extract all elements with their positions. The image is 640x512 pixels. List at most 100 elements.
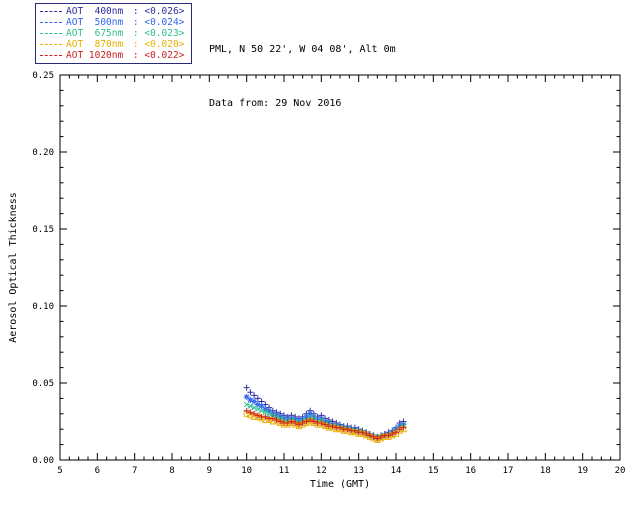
data-point	[299, 416, 306, 423]
legend-line-sample-icon	[40, 11, 62, 12]
x-tick-label: 18	[540, 466, 551, 476]
data-point	[299, 420, 306, 427]
data-point	[378, 433, 385, 440]
data-point	[295, 418, 302, 425]
data-point	[243, 401, 250, 408]
data-point	[269, 410, 276, 417]
data-point	[266, 407, 273, 414]
legend-label: AOT 870nm	[66, 39, 124, 50]
data-point	[277, 418, 284, 425]
data-point	[254, 401, 261, 408]
station-info: PML, N 50 22', W 04 08', Alt 0m	[209, 44, 396, 55]
data-point	[247, 396, 254, 403]
data-point	[359, 429, 366, 436]
legend-entry: AOT 500nm : <0.024>	[40, 17, 184, 28]
data-point	[363, 430, 370, 437]
x-tick-label: 11	[279, 466, 290, 476]
data-point	[337, 424, 343, 431]
data-point	[254, 412, 261, 419]
data-point	[400, 424, 407, 431]
legend-line-sample-icon	[40, 22, 62, 23]
data-point	[318, 420, 325, 427]
data-point	[292, 416, 299, 423]
data-point	[292, 420, 299, 427]
data-point	[247, 389, 254, 396]
x-tick-label: 16	[465, 466, 476, 476]
data-point	[258, 403, 265, 410]
date-info: Data from: 29 Nov 2016	[209, 98, 342, 109]
data-point	[284, 416, 291, 423]
data-point	[243, 407, 250, 414]
y-tick-label: 0.25	[32, 71, 54, 81]
legend-mean-value: : <0.026>	[127, 6, 185, 17]
data-point	[243, 393, 250, 400]
x-tick-label: 14	[391, 466, 402, 476]
data-point	[251, 404, 257, 411]
data-point	[251, 392, 258, 399]
data-point	[303, 418, 310, 425]
data-point	[374, 435, 381, 442]
y-tick-label: 0.05	[32, 379, 54, 389]
data-point	[281, 415, 287, 422]
legend-line-sample-icon	[40, 55, 62, 56]
x-tick-label: 12	[316, 466, 327, 476]
data-point	[385, 432, 392, 439]
x-tick-label: 5	[57, 466, 62, 476]
data-point	[262, 406, 269, 413]
data-point	[322, 418, 329, 425]
data-point	[351, 427, 358, 434]
data-point	[243, 384, 250, 391]
x-tick-label: 15	[428, 466, 439, 476]
legend-mean-value: : <0.020>	[127, 39, 185, 50]
data-point	[325, 420, 332, 427]
data-point	[393, 429, 399, 436]
data-point	[393, 426, 399, 433]
data-point	[307, 410, 314, 417]
y-tick-label: 0.00	[32, 456, 54, 466]
legend-entry: AOT 400nm : <0.026>	[40, 6, 184, 17]
y-tick-label: 0.15	[32, 225, 54, 235]
legend-mean-value: : <0.023>	[127, 28, 185, 39]
legend-mean-value: : <0.022>	[127, 50, 185, 61]
data-point	[310, 413, 317, 420]
data-point	[251, 398, 258, 405]
header-block: PML, N 50 22', W 04 08', Alt 0m Data fro…	[209, 5, 396, 149]
legend-box: AOT 400nm : <0.026> AOT 500nm : <0.024> AO…	[35, 3, 193, 64]
data-point	[262, 413, 269, 420]
x-tick-label: 17	[503, 466, 514, 476]
x-axis-title: Time (GMT)	[310, 479, 370, 490]
x-tick-label: 20	[615, 466, 626, 476]
data-point	[322, 421, 329, 428]
y-tick-label: 0.10	[32, 302, 54, 312]
data-point	[269, 415, 276, 422]
data-point	[251, 410, 258, 417]
data-point	[400, 421, 407, 428]
data-point	[262, 409, 269, 416]
data-point	[329, 423, 336, 430]
legend-mean-value: : <0.024>	[127, 17, 185, 28]
data-point	[247, 409, 254, 416]
data-point	[307, 416, 314, 423]
x-tick-label: 7	[132, 466, 137, 476]
data-point	[255, 406, 261, 413]
x-tick-label: 19	[577, 466, 588, 476]
data-point	[344, 426, 351, 433]
data-point	[396, 426, 403, 433]
x-tick-label: 13	[353, 466, 364, 476]
data-point	[288, 418, 295, 425]
data-point	[314, 416, 321, 423]
data-point	[288, 415, 295, 422]
legend-label: AOT 675nm	[66, 28, 124, 39]
data-point	[295, 421, 302, 428]
y-axis-title: Aerosol Optical Thickness	[8, 192, 19, 343]
data-point	[273, 412, 280, 419]
data-point	[396, 423, 403, 430]
legend-line-sample-icon	[40, 44, 62, 45]
x-tick-label: 10	[241, 466, 252, 476]
legend-entry: AOT 675nm : <0.023>	[40, 28, 184, 39]
data-point	[318, 415, 325, 422]
legend-entry: AOT 870nm : <0.020>	[40, 39, 184, 50]
data-point	[284, 420, 291, 427]
